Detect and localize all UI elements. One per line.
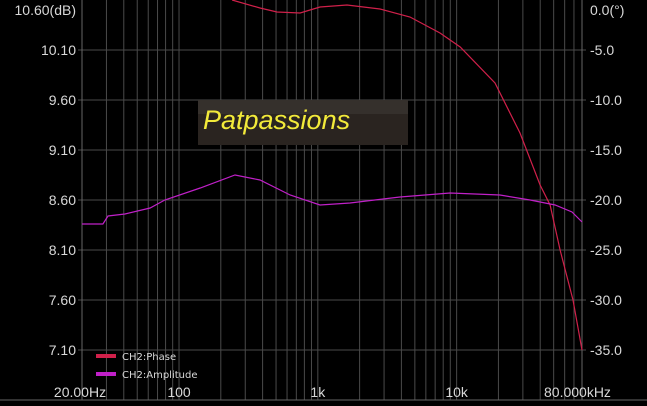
y-right-tick-label: -25.0 bbox=[590, 242, 622, 258]
y-left-tick-label: 9.10 bbox=[49, 142, 76, 158]
y-left-tick-label: 8.10 bbox=[49, 242, 76, 258]
y-right-tick-label: -30.0 bbox=[590, 292, 622, 308]
y-right-tick-label: -5.0 bbox=[590, 42, 614, 58]
x-tick-label: 10k bbox=[445, 384, 469, 400]
y-left-tick-label: 9.60 bbox=[49, 92, 76, 108]
x-tick-label: 80.000kHz bbox=[544, 384, 611, 400]
y-left-tick-label: 10.10 bbox=[41, 42, 76, 58]
y-left-tick-label: 7.10 bbox=[49, 342, 76, 358]
y-right-tick-label: -20.0 bbox=[590, 192, 622, 208]
legend-label: CH2:Phase bbox=[122, 352, 176, 363]
y-right-tick-label: 0.0(°) bbox=[590, 2, 624, 18]
y-right-tick-label: -15.0 bbox=[590, 142, 622, 158]
x-tick-label: 100 bbox=[167, 384, 191, 400]
watermark-logo: Patpassions bbox=[198, 100, 408, 145]
y-right-tick-label: -35.0 bbox=[590, 342, 622, 358]
y-left-tick-label: 7.60 bbox=[49, 292, 76, 308]
y-right-tick-label: -10.0 bbox=[590, 92, 622, 108]
y-left-tick-label: 8.60 bbox=[49, 192, 76, 208]
y-left-tick-label: 10.60(dB) bbox=[15, 2, 76, 18]
x-tick-label: 1k bbox=[310, 384, 326, 400]
legend-label: CH2:Amplitude bbox=[122, 370, 197, 381]
legend-swatch bbox=[96, 354, 116, 358]
watermark-text: Patpassions bbox=[203, 105, 350, 135]
x-tick-label: 20.00Hz bbox=[54, 384, 106, 400]
legend-swatch bbox=[96, 372, 116, 376]
